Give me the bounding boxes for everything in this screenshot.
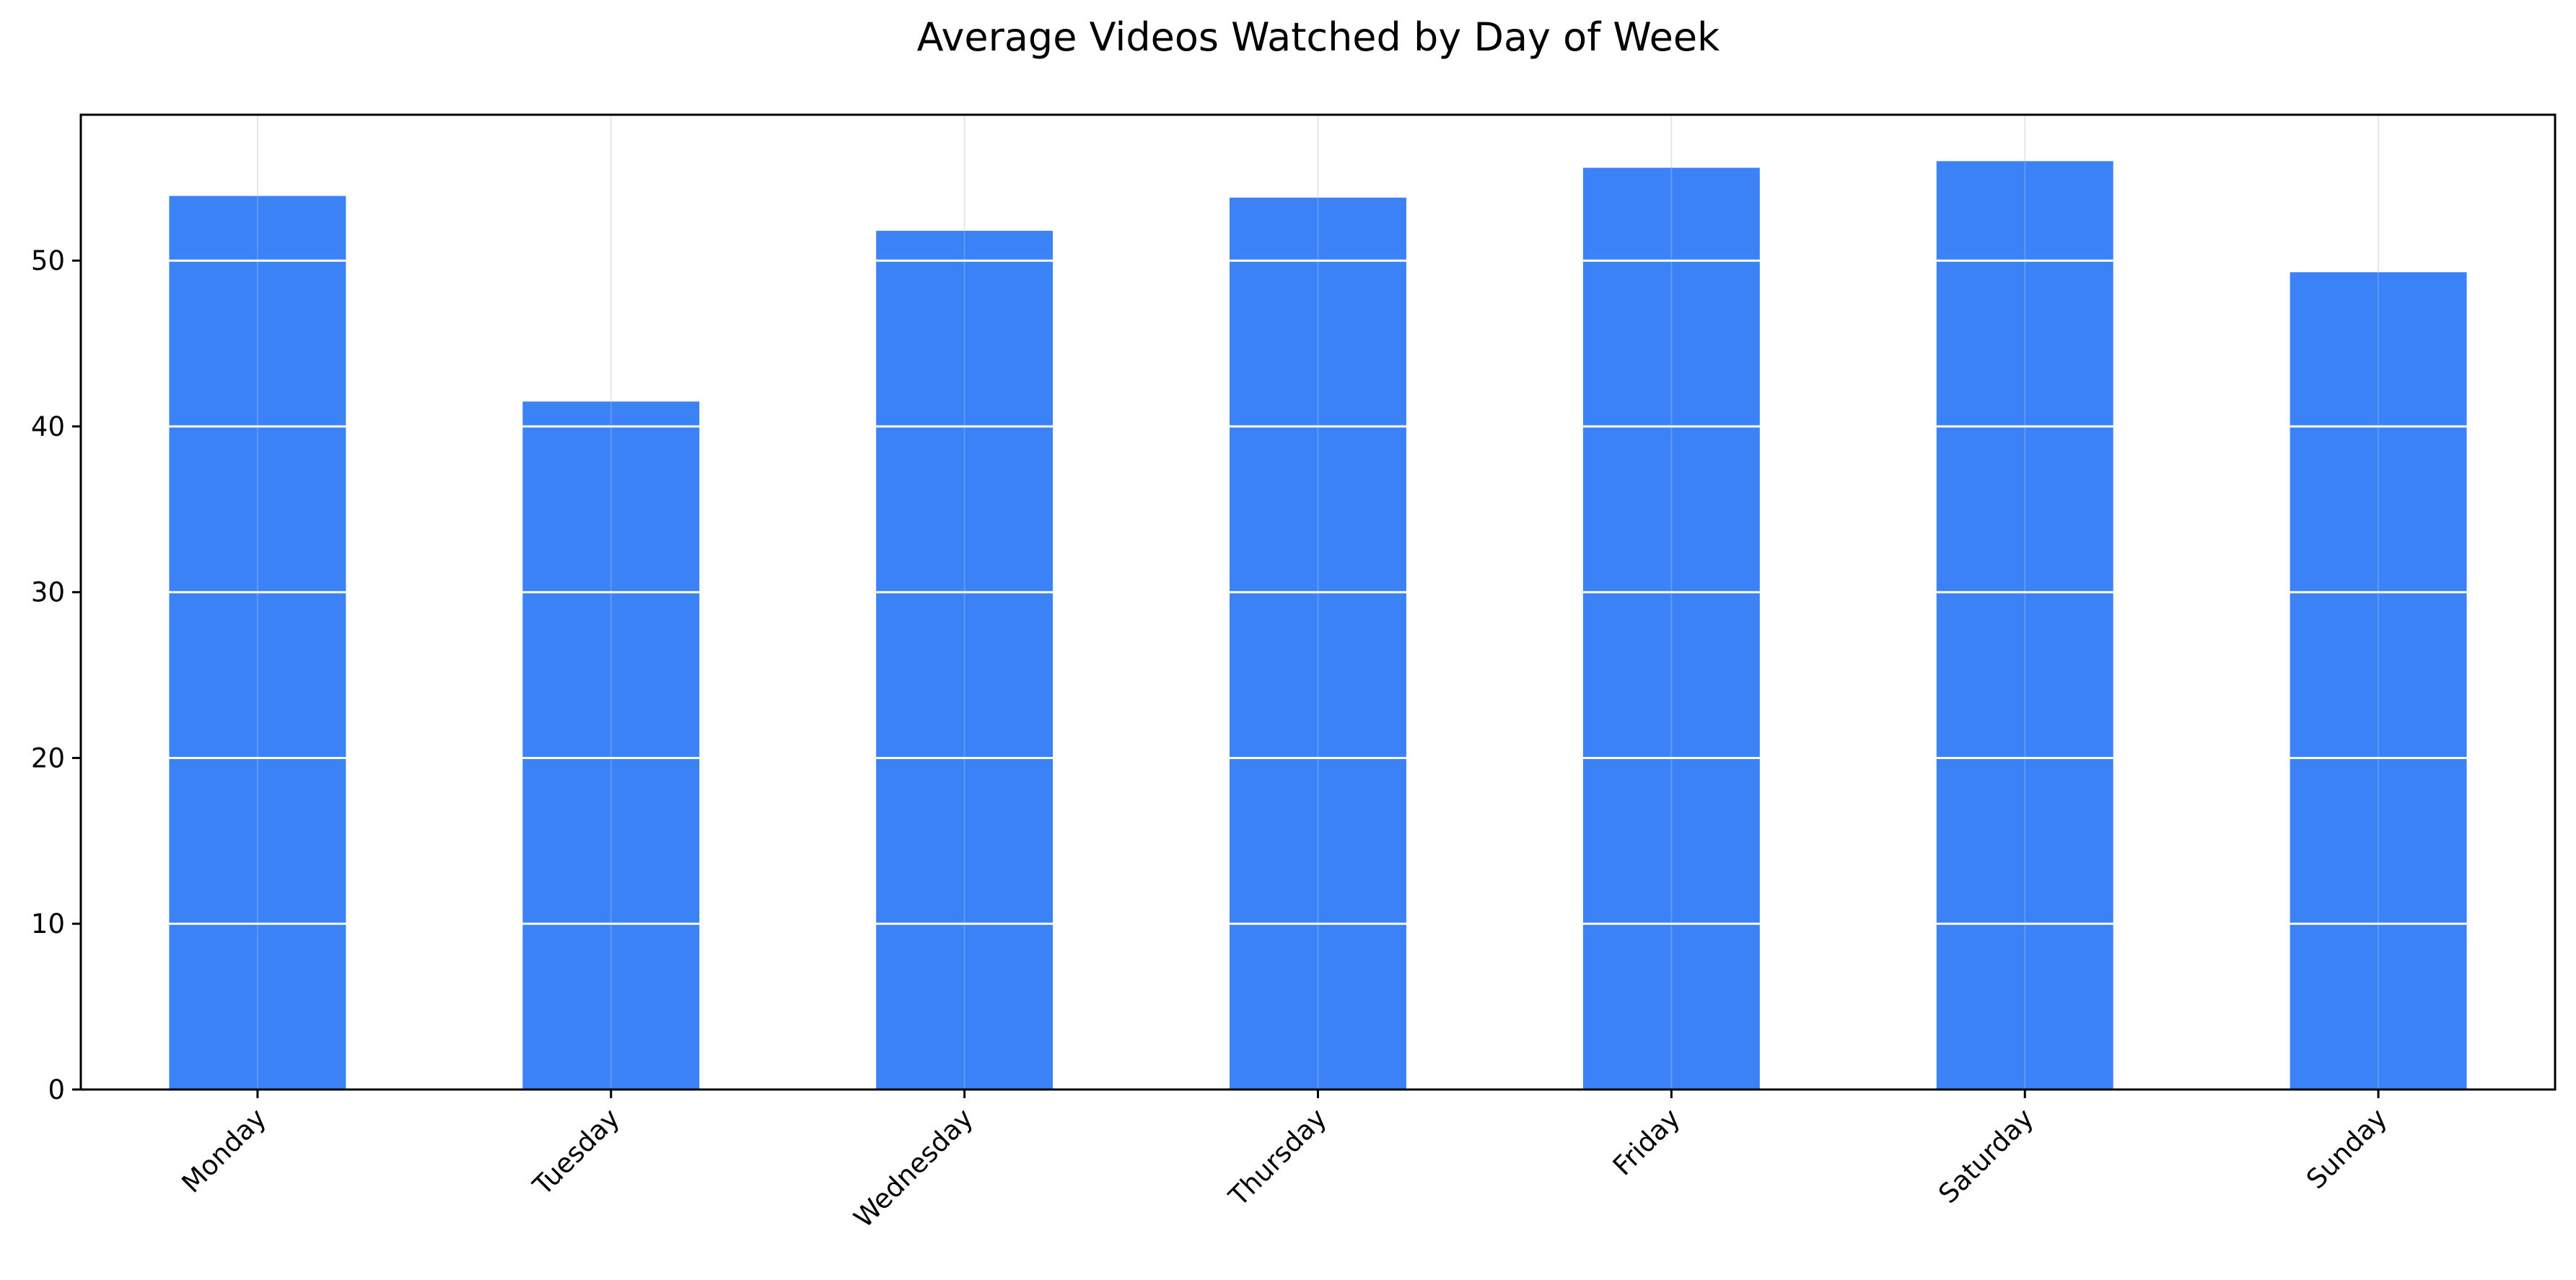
bar-sunday: [2290, 272, 2467, 1090]
y-tick-label: 50: [31, 245, 65, 276]
bar-wednesday: [876, 230, 1053, 1090]
x-tick-label-tuesday: Tuesday: [527, 1103, 626, 1202]
x-tick-label-thursday: Thursday: [1222, 1103, 1333, 1213]
y-tick-label: 30: [31, 577, 65, 608]
bar-gridlines: [169, 161, 2467, 1090]
bar-tuesday: [522, 401, 700, 1090]
bar-saturday: [1936, 161, 2113, 1090]
bar-friday: [1582, 167, 1760, 1090]
y-tick-label: 40: [31, 411, 65, 442]
x-tick-label-friday: Friday: [1607, 1103, 1686, 1182]
bar-thursday: [1230, 197, 1406, 1090]
y-tick-label: 0: [48, 1074, 65, 1105]
x-tick-label-sunday: Sunday: [2300, 1103, 2393, 1195]
chart-title: Average Videos Watched by Day of Week: [917, 14, 1720, 60]
bar-monday: [169, 196, 346, 1090]
x-tick-label-monday: Monday: [176, 1103, 273, 1199]
y-tick-label: 10: [31, 908, 65, 939]
y-tick-label: 20: [31, 742, 65, 773]
bars: [169, 161, 2467, 1090]
x-tick-label-wednesday: Wednesday: [848, 1103, 979, 1234]
x-tick-label-saturday: Saturday: [1932, 1103, 2039, 1209]
